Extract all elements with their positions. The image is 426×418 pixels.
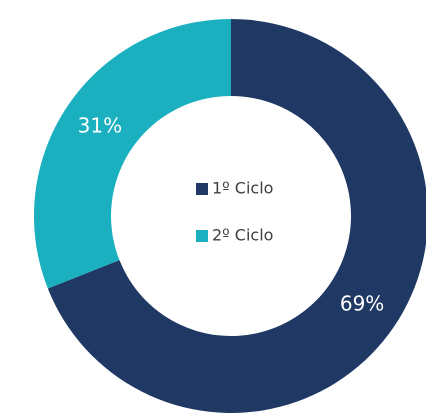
legend-label: 1º Ciclo	[212, 179, 273, 198]
donut-slice	[47, 19, 426, 413]
donut-slice	[34, 19, 232, 289]
data-label: 31%	[78, 113, 122, 137]
data-label: 69%	[340, 292, 384, 316]
legend-swatch	[196, 230, 208, 242]
legend-label: 2º Ciclo	[212, 226, 273, 245]
legend-swatch	[196, 183, 208, 195]
